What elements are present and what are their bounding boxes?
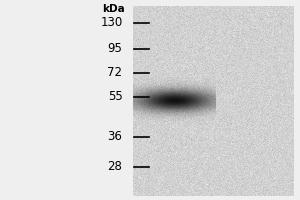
Text: 95: 95 (108, 43, 122, 55)
Text: 28: 28 (108, 160, 122, 173)
Text: kDa: kDa (102, 4, 124, 14)
Text: 130: 130 (100, 17, 122, 29)
Text: 55: 55 (108, 90, 122, 104)
Text: 72: 72 (107, 66, 122, 79)
Text: 36: 36 (108, 130, 122, 144)
